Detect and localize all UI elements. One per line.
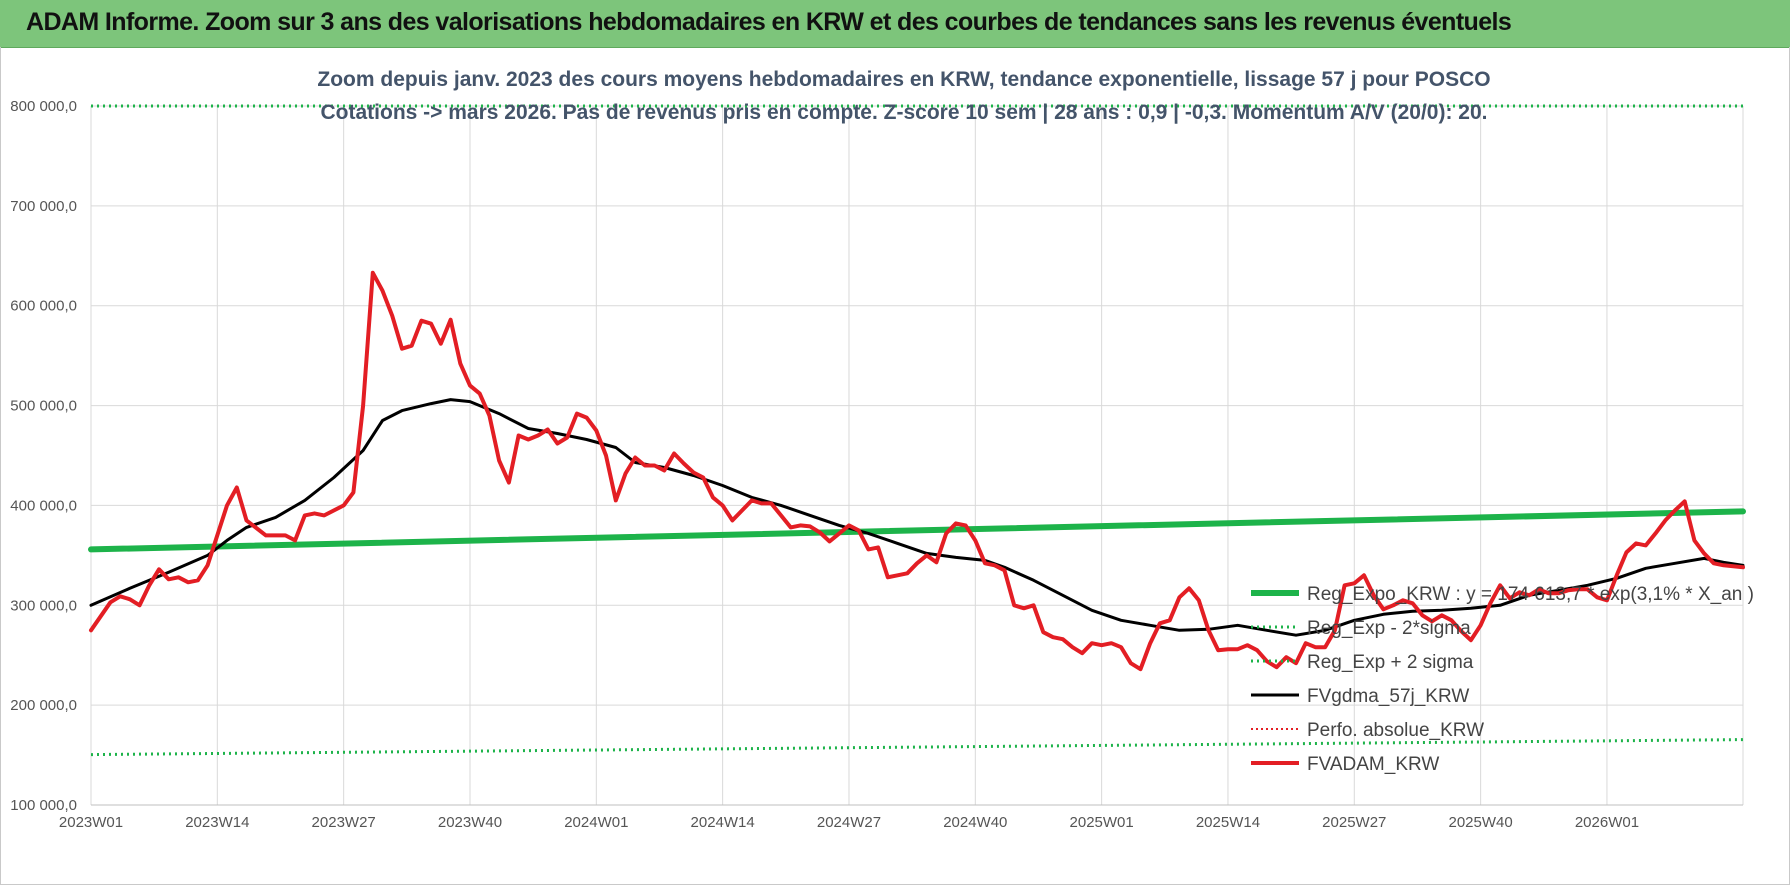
legend-label-reg-plus: Reg_Exp + 2 sigma <box>1307 652 1474 673</box>
series-line-reg_expo <box>88 508 1746 553</box>
legend-item-fvgdma: FVgdma_57j_KRW <box>1251 686 1469 707</box>
banner-title: ADAM Informe. Zoom sur 3 ans des valoris… <box>26 8 1512 36</box>
x-tick-label: 2026W01 <box>1575 814 1639 831</box>
y-tick-label: 300 000,0 <box>10 597 77 614</box>
x-tick-label: 2024W01 <box>564 814 628 831</box>
chart-title-line-2: Cotations -> mars 2026. Pas de revenus p… <box>321 101 1488 124</box>
series-line-reg_minus <box>90 738 1744 757</box>
legend-label-fvadam: FVADAM_KRW <box>1307 754 1439 775</box>
legend-label-reg-expo: Reg_Expo_KRW : y = 174 613,7 * exp(3,1% … <box>1307 584 1754 605</box>
x-tick-label: 2025W14 <box>1196 814 1260 831</box>
series-line-fvadam <box>89 270 1745 672</box>
x-tick-label: 2025W01 <box>1070 814 1134 831</box>
x-tick-label: 2024W27 <box>817 814 881 831</box>
header-banner: ADAM Informe. Zoom sur 3 ans des valoris… <box>0 0 1790 48</box>
chart-title: Zoom depuis janv. 2023 des cours moyens … <box>317 68 1490 124</box>
x-axis: 2023W01 2023W14 2023W27 2023W40 2024W01 2024W… <box>59 814 1639 831</box>
x-tick-label: 2025W27 <box>1322 814 1386 831</box>
y-tick-label: 600 000,0 <box>10 298 77 315</box>
x-tick-label: 2023W14 <box>185 814 249 831</box>
x-tick-label: 2023W40 <box>438 814 502 831</box>
y-tick-label: 800 000,0 <box>10 98 77 115</box>
legend-label-reg-minus: Reg_Exp - 2*sigma <box>1307 618 1471 639</box>
legend-item-fvadam: FVADAM_KRW <box>1251 754 1439 775</box>
legend: Reg_Expo_KRW : y = 174 613,7 * exp(3,1% … <box>1251 584 1754 775</box>
chart: 100 000,0 200 000,0 300 000,0 400 000,0 500 … <box>10 68 1754 831</box>
legend-label-perfo: Perfo. absolue_KRW <box>1307 720 1484 741</box>
chart-title-line-1: Zoom depuis janv. 2023 des cours moyens … <box>317 68 1490 91</box>
x-tick-label: 2024W40 <box>943 814 1007 831</box>
y-tick-label: 700 000,0 <box>10 198 77 215</box>
legend-item-reg-minus: Reg_Exp - 2*sigma <box>1251 618 1471 639</box>
y-tick-label: 500 000,0 <box>10 398 77 415</box>
series-layer <box>88 104 1746 757</box>
series-line-fvgdma <box>89 398 1745 637</box>
x-tick-label: 2024W14 <box>691 814 755 831</box>
legend-item-reg-expo: Reg_Expo_KRW : y = 174 613,7 * exp(3,1% … <box>1251 584 1754 605</box>
y-tick-label: 200 000,0 <box>10 697 77 714</box>
x-tick-label: 2023W01 <box>59 814 123 831</box>
grid-layer <box>90 105 1744 806</box>
y-tick-label: 400 000,0 <box>10 497 77 514</box>
y-tick-label: 100 000,0 <box>10 797 77 814</box>
chart-frame: 100 000,0 200 000,0 300 000,0 400 000,0 500 … <box>0 47 1790 885</box>
legend-item-reg-plus: Reg_Exp + 2 sigma <box>1251 652 1474 673</box>
legend-item-perfo: Perfo. absolue_KRW <box>1251 720 1484 741</box>
x-tick-label: 2023W27 <box>312 814 376 831</box>
x-tick-label: 2025W40 <box>1449 814 1513 831</box>
y-axis: 100 000,0 200 000,0 300 000,0 400 000,0 500 … <box>10 98 77 814</box>
legend-label-fvgdma: FVgdma_57j_KRW <box>1307 686 1469 707</box>
